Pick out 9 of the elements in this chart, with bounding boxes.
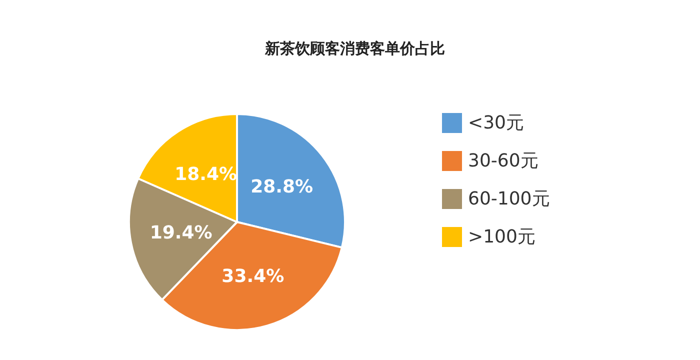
chart-title: 新茶饮顾客消费客单价占比 <box>264 40 445 58</box>
data-label: 28.8% <box>250 176 314 198</box>
data-label: 19.4% <box>150 222 212 244</box>
legend-label: >100元 <box>468 226 536 248</box>
legend-label: 30-60元 <box>468 150 538 172</box>
data-label: 33.4% <box>222 266 284 288</box>
data-label: 18.4% <box>174 164 238 185</box>
legend-label: 60-100元 <box>468 188 550 210</box>
legend-label: <30元 <box>468 112 524 134</box>
